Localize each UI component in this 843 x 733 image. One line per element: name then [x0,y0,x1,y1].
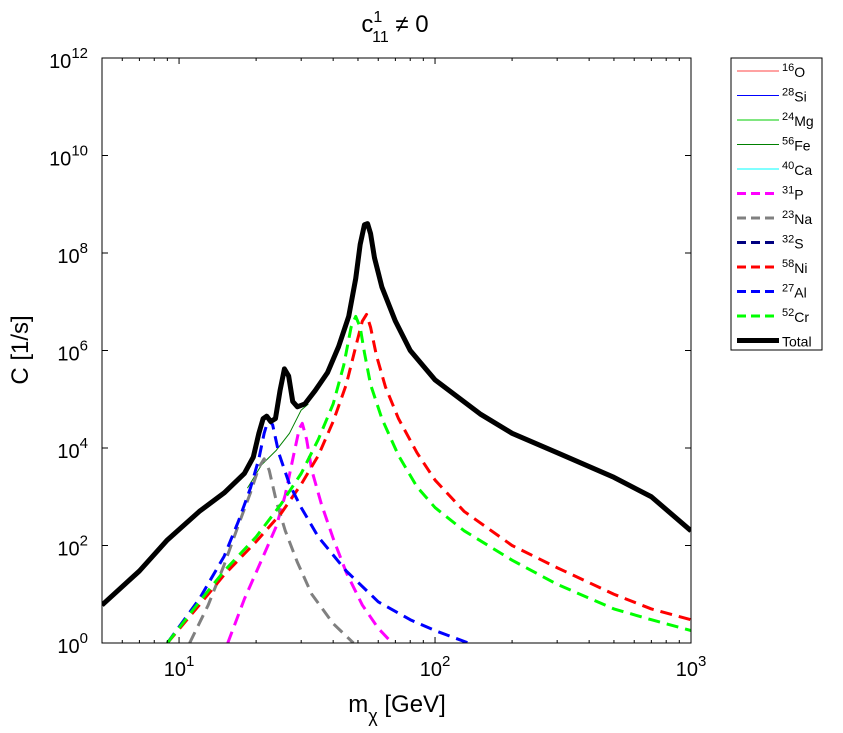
y-tick-label: 104 [57,435,88,463]
chart-title-sub: 11 [372,29,389,46]
series-line-56Fe [247,403,309,489]
y-axis-label: C [1/s] [7,315,34,384]
y-tick-label: 108 [57,240,88,268]
series-line-Total [102,221,691,607]
y-tick-label: 102 [57,533,88,561]
series-line-31P [226,421,394,643]
legend-entry-32S: 32S [737,234,804,252]
legend-entry-28Si: 28Si [737,87,807,105]
legend-entry-16O: 16O [737,62,805,80]
x-axis-label-sub: χ [368,706,378,726]
legend-label: Total [782,334,812,350]
y-tick-label: 1012 [49,45,88,73]
legend: 16O 28Si 24Mg 56Fe 40Ca 31P 23Na 32S 58Ni 27Al 52C… [730,57,823,351]
chart-title-rest: ≠ 0 [389,11,429,38]
chart-title-sup: 1 [373,9,382,26]
legend-label: 40Ca [782,160,812,178]
legend-box [730,57,823,351]
chart-title-base: c [361,11,373,38]
legend-entry-31P: 31P [737,185,804,203]
x-axis-label-base: m [348,691,368,718]
legend-entry-40Ca: 40Ca [737,160,812,178]
series-line-52Cr [166,314,691,643]
x-tick-label: 102 [420,653,451,681]
x-axis-label: mχ [GeV] [348,691,445,726]
legend-label: 27Al [782,283,807,301]
legend-label: 32S [782,234,804,252]
y-tick-label: 100 [57,630,88,658]
legend-label: 24Mg [782,111,814,129]
x-tick-label: 103 [676,653,707,681]
x-axis-label-rest: [GeV] [378,691,446,718]
legend-label: 58Ni [782,258,807,276]
legend-label: 56Fe [782,136,811,154]
legend-label: 28Si [782,87,807,105]
legend-entries: 16O 28Si 24Mg 56Fe 40Ca 31P 23Na 32S 58Ni 27Al 52C… [737,62,814,350]
y-tick-label: 106 [57,338,88,366]
legend-label: 16O [782,62,805,80]
legend-label: 52Cr [782,307,809,325]
legend-entry-24Mg: 24Mg [737,111,814,129]
legend-label: 31P [782,185,804,203]
series-layer [102,221,691,643]
legend-entry-52Cr: 52Cr [737,307,809,325]
chart-title: c1 11 ≠ 0 [361,9,428,46]
legend-entry-58Ni: 58Ni [737,258,807,276]
legend-entry-23Na: 23Na [737,209,812,227]
legend-entry-Total: Total [737,334,812,350]
plot-area [102,58,691,643]
x-tick-label: 101 [164,653,195,681]
y-tick-label: 1010 [49,143,88,171]
legend-entry-56Fe: 56Fe [737,136,811,154]
ticks-layer: 100 102 104 106 108 1010 1012 101 102 103 [49,45,706,681]
series-line-27Al [166,418,469,643]
legend-label: 23Na [782,209,812,227]
legend-entry-27Al: 27Al [737,283,807,301]
